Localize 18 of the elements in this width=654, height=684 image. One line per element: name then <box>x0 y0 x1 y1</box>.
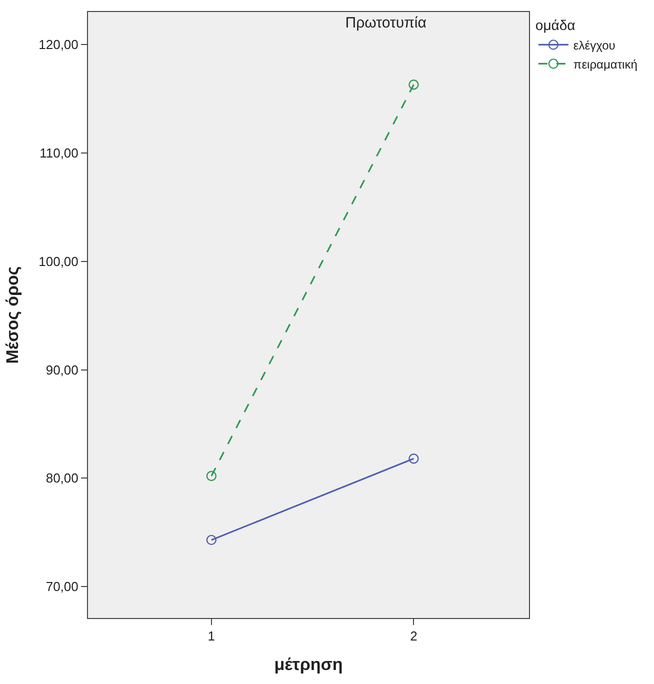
chart-title: Πρωτοτυπία <box>345 14 427 32</box>
legend-title: ομάδα <box>535 17 576 34</box>
x-tick-label: 1 <box>208 628 216 644</box>
x-tick-label: 2 <box>410 628 418 644</box>
point <box>206 470 216 482</box>
y-tick-label: 80,00 <box>46 470 78 486</box>
point <box>408 80 419 90</box>
y-tick-label: 70,00 <box>46 579 78 594</box>
point <box>206 534 216 546</box>
y-tick-label: 100,00 <box>38 254 78 269</box>
y-tick-label: 120,00 <box>38 37 78 52</box>
point <box>408 454 419 464</box>
x-axis-title: μέτρηση <box>274 655 343 674</box>
y-axis-title: Μέσος όρος <box>3 266 22 364</box>
y-tick-label: 90,00 <box>46 362 78 378</box>
legend-label: πειραματική <box>573 57 638 72</box>
legend-label: ελέγχου <box>573 38 616 52</box>
y-tick-label: 110,00 <box>40 145 78 160</box>
